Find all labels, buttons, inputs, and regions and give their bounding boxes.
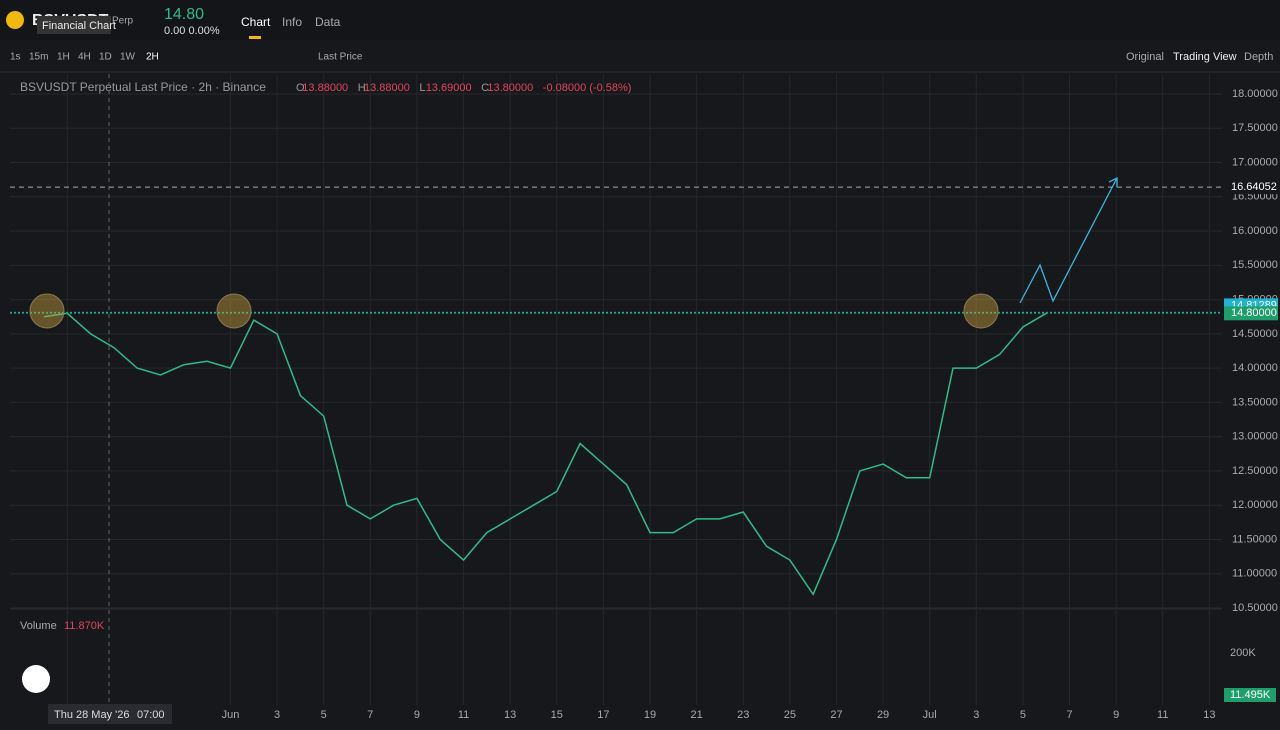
y-tick-label: 11.50000 [1232,533,1277,545]
tab[interactable]: Chart [241,15,271,29]
annotation-circle [29,293,65,329]
ohlc-item: 13.88000 [364,82,410,94]
x-tick-label: 5 [1020,709,1026,721]
y-tick-label: 13.50000 [1232,396,1278,408]
last-price: 14.80 [164,6,204,23]
price-badge-bg [1224,306,1278,321]
x-tick-label: 9 [414,709,420,721]
tab[interactable]: Info [282,15,302,29]
tooltip-bg [37,16,111,34]
crosshair-date: Thu 28 May '26 [54,709,129,721]
plot: 10.50000 11.00000 11.50000 12.00000 12.50000… [10,74,1278,721]
tab-underline [249,36,261,39]
tv-logo [22,665,50,693]
x-tick-label: 23 [737,709,749,721]
volume-badge: 11.495K [1230,689,1271,701]
x-tick-label: Jul [923,709,937,721]
badge: Perp [112,16,134,27]
interval[interactable]: 1W [120,52,136,63]
x-tick-label: Jun [222,709,240,721]
price-badge: 16.64052 [1231,181,1277,193]
ohlc-item: C [481,82,489,94]
x-tick-label: 7 [367,709,373,721]
price-badge: 14.80000 [1231,307,1277,319]
y-tick-label: 15.50000 [1232,259,1278,271]
ohlc-item: 13.69000 [426,82,472,94]
ohlc-item: O [296,82,305,94]
y-tick-label: 14.50000 [1232,328,1278,340]
volume-tick: 200K [1230,647,1256,659]
x-tick-label: 11 [1157,709,1168,721]
ohlc-item: 13.80000 [487,82,533,94]
tooltip: Financial Chart [42,20,116,32]
volume-value: 11.870K [64,620,105,632]
x-tick-label: 15 [551,709,563,721]
projection [1019,177,1118,304]
interval[interactable]: 1s [10,52,21,63]
x-tick-label: 27 [830,709,842,721]
y-tick-label: 13.00000 [1232,431,1278,443]
y-tick-label: 12.50000 [1232,465,1278,477]
x-tick-label: 25 [784,709,796,721]
ohlc-item: L [419,82,425,94]
price-mode[interactable]: Last Price [318,52,363,63]
tab[interactable]: Data [315,15,341,29]
annotation-circle [216,293,252,329]
y-tick-label: 16.00000 [1232,225,1278,237]
y-tick-label: 18.00000 [1232,88,1278,100]
x-tick-label: 7 [1066,709,1072,721]
coin-icon [6,11,24,29]
interval[interactable]: 1D [99,52,112,63]
interval[interactable]: 15m [29,52,48,63]
x-tick-label: 11 [458,709,469,721]
ohlc: O13.88000 H13.88000 L 13.69000 C13.80000 -0.0… [296,82,631,94]
change: 0.00 0.00% [164,25,220,37]
x-tick-label: 17 [597,709,609,721]
view[interactable]: Depth [1244,51,1273,63]
crosshair-time: 07:00 [137,709,165,721]
ohlc-item: H [358,82,366,94]
y-tick-label: 12.00000 [1232,499,1278,511]
price-badge-bg [1224,180,1278,195]
y-tick-label: 11.00000 [1232,568,1277,580]
intervals: 1s 15m 1H 4H 1D 1W 2H [10,52,159,63]
interval[interactable]: 2H [146,52,159,63]
volume-badge-bg [1224,688,1276,702]
y-tick-label: 17.50000 [1232,122,1278,134]
y-tick-label: 17.00000 [1232,156,1278,168]
view[interactable]: Trading View [1173,51,1237,63]
crosshair-label-bg [48,704,172,724]
x-tick-label: 3 [274,709,280,721]
interval[interactable]: 1H [57,52,70,63]
ohlc-item: 13.88000 [302,82,348,94]
x-tick-label: 13 [504,709,516,721]
interval[interactable]: 4H [78,52,91,63]
x-tick-label: 9 [1113,709,1119,721]
x-tick-label: 21 [690,709,702,721]
y-tick-label: 10.50000 [1232,602,1278,614]
annotation-circle [963,293,999,329]
legend-title: BSVUSDT Perpetual Last Price · 2h · Bina… [20,80,266,94]
y-tick-label: 14.00000 [1232,362,1278,374]
projection-arrow [1108,176,1118,187]
ohlc-item: -0.08000 (-0.58%) [543,82,632,94]
view[interactable]: Original [1126,51,1164,63]
x-tick-label: 5 [321,709,327,721]
volume-label: Volume [20,620,57,632]
top-bar [0,0,1280,40]
price-line [43,312,1047,596]
x-tick-label: 13 [1203,709,1215,721]
x-tick-label: 19 [644,709,656,721]
x-tick-label: 3 [973,709,979,721]
x-tick-label: 29 [877,709,889,721]
